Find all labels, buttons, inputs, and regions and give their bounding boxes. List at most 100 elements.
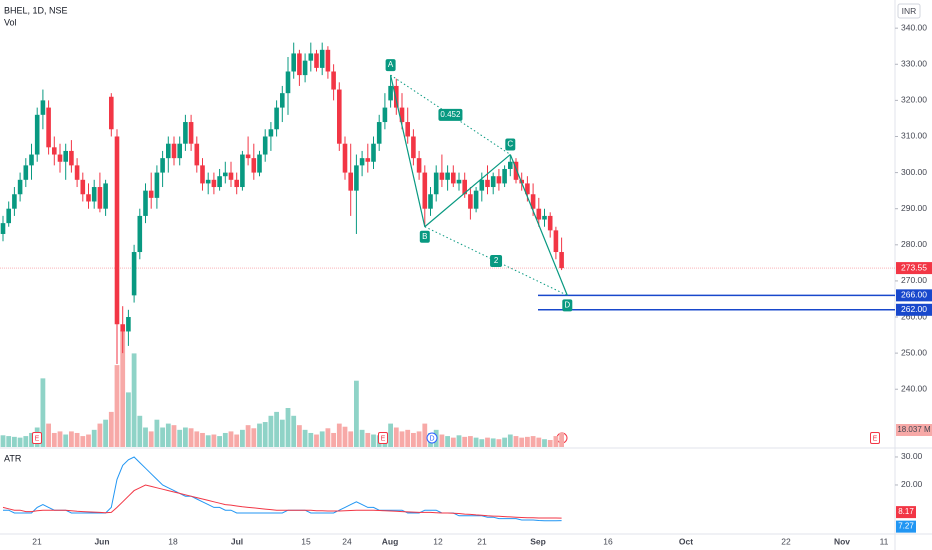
volume-bar: [23, 436, 29, 447]
volume-bar: [507, 434, 513, 447]
level-tag: [896, 289, 932, 302]
volume-bar: [365, 432, 371, 447]
candle-body: [462, 179, 467, 195]
candle-body: [251, 158, 257, 173]
candle-body: [530, 194, 536, 209]
volume-bar: [285, 408, 291, 447]
candle-body: [359, 158, 365, 166]
volume-bar: [0, 435, 6, 447]
candle-body: [148, 190, 154, 198]
ratio-tag: [438, 108, 463, 121]
volume-bar: [51, 432, 57, 447]
point-tag: [419, 230, 430, 243]
volume-bar: [348, 431, 354, 447]
volume-bar: [103, 419, 108, 447]
candle-body: [46, 107, 51, 148]
volume-bar: [57, 431, 63, 447]
atr-line: [3, 456, 562, 522]
volume-tag: [896, 424, 932, 436]
candle-body: [126, 317, 131, 332]
candle-body: [205, 179, 211, 184]
x-tick-label: 15: [301, 536, 311, 546]
candle-body: [348, 172, 353, 191]
candle-body: [194, 143, 200, 166]
volume-bar: [462, 436, 468, 447]
event-label: D: [429, 435, 434, 442]
volume-bar: [131, 353, 137, 447]
x-tick-label: 16: [603, 536, 613, 546]
x-tick-label: Sep: [530, 536, 546, 546]
volume-bar: [405, 429, 411, 447]
volume-bar: [91, 429, 97, 447]
pattern-leg: [509, 154, 568, 296]
currency-box[interactable]: [897, 3, 921, 19]
volume-bar: [211, 434, 217, 447]
candle-body: [183, 122, 188, 144]
volume-last-label: 18.037 M: [897, 425, 931, 434]
candle-body: [0, 223, 6, 234]
candle-body: [268, 129, 274, 137]
volume-bar: [228, 431, 234, 447]
volume-bar: [496, 439, 502, 447]
currency[interactable]: INR: [902, 6, 917, 16]
candle-body: [188, 122, 194, 144]
candle-body: [325, 49, 331, 72]
candle-body: [103, 183, 108, 209]
candle-body: [23, 165, 29, 180]
y-tick-label: 270.00: [901, 275, 927, 285]
y-tick-label: 340.00: [901, 22, 927, 32]
volume-bar: [126, 392, 131, 447]
candle-body: [365, 158, 371, 162]
candle-body: [394, 85, 399, 108]
y-tick-label: 280.00: [901, 239, 927, 249]
x-tick-label: Nov: [834, 536, 850, 546]
volume-bar: [217, 436, 222, 447]
volume-bar: [120, 330, 126, 447]
x-tick-label: 11: [880, 536, 889, 546]
volume-bar: [331, 432, 336, 447]
candle-body: [52, 147, 57, 155]
volume-bar: [234, 434, 240, 447]
volume-bar: [388, 423, 393, 447]
candle-body: [86, 194, 91, 202]
y-tick-label: 330.00: [901, 59, 927, 69]
volume-bar: [325, 428, 331, 447]
candle-body: [319, 49, 325, 68]
atr-title: ATR: [4, 453, 22, 463]
candle-body: [63, 150, 68, 162]
volume-bar: [302, 429, 308, 447]
volume-bar: [80, 436, 86, 447]
candle-body: [57, 154, 63, 162]
candle-body: [131, 252, 137, 296]
candle-body: [228, 172, 234, 180]
candle-body: [416, 158, 422, 173]
volume-bar: [530, 436, 536, 447]
candle-body: [171, 143, 177, 159]
point-label: C: [507, 140, 513, 149]
volume-bar: [297, 425, 302, 447]
candle-body: [143, 190, 148, 216]
point-tag: [505, 138, 516, 151]
event-icon: [32, 432, 42, 444]
candle-body: [274, 107, 279, 130]
point-label: D: [564, 300, 570, 309]
candle-body: [34, 114, 40, 155]
candle-body: [468, 194, 473, 209]
volume-bar: [205, 435, 211, 447]
candle-body: [223, 172, 228, 177]
candle-body: [422, 172, 428, 209]
candle-body: [331, 71, 336, 90]
volume-bar: [137, 415, 143, 447]
candle-body: [354, 165, 359, 191]
candle-body: [490, 176, 496, 188]
pattern-leg: [424, 154, 511, 228]
candle-body: [280, 93, 285, 108]
x-tick-label: 22: [781, 536, 791, 546]
candle-body: [502, 168, 507, 184]
candle-body: [547, 215, 553, 231]
volume-bar: [69, 431, 74, 447]
candle-body: [262, 136, 268, 155]
volume-bar: [222, 432, 228, 447]
candle-body: [479, 179, 485, 191]
